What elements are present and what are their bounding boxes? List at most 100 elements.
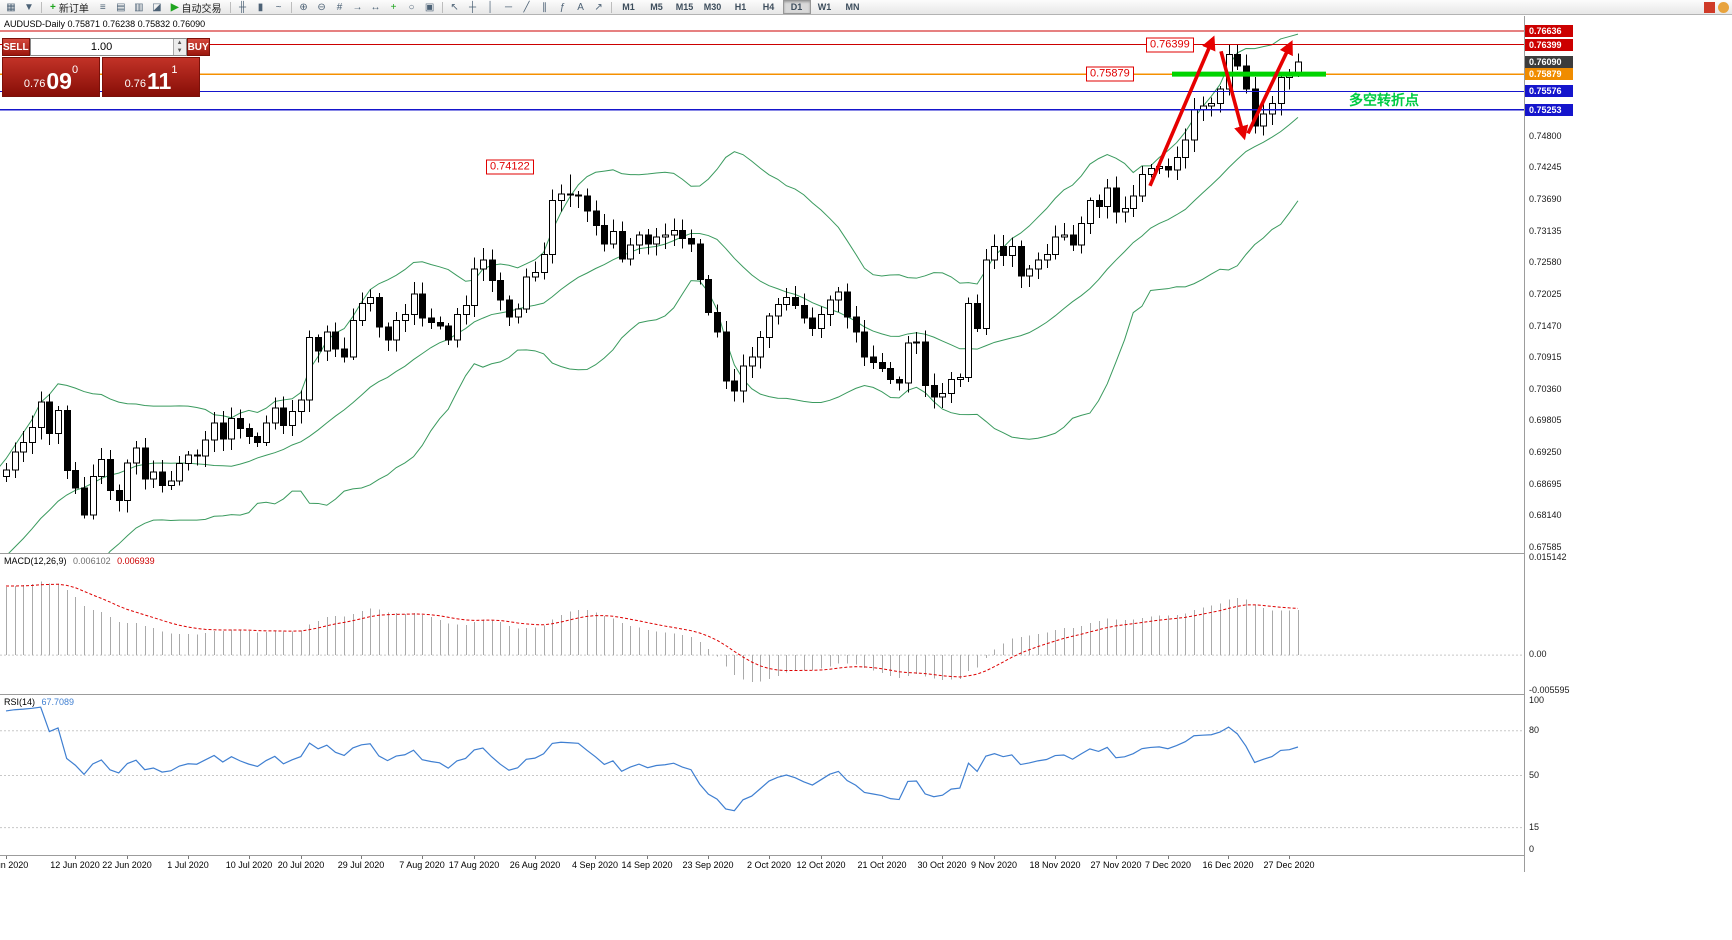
candle-body — [671, 229, 678, 236]
candle-body — [168, 480, 175, 487]
autotrading-button[interactable]: ▶ 自动交易 — [166, 1, 227, 15]
zoom-in-icon[interactable]: ⊕ — [295, 1, 313, 14]
buy-button[interactable]: BUY — [186, 38, 210, 56]
trade-panel-prices: 0.76 09 0 0.76 11 1 — [2, 57, 200, 97]
alert-icon[interactable] — [1704, 2, 1715, 13]
trend-arrow-2[interactable] — [1219, 50, 1249, 141]
rsi-panel[interactable] — [0, 694, 1524, 855]
chart-text-annotation[interactable]: 多空转折点 — [1349, 92, 1419, 108]
lot-size-input[interactable] — [30, 39, 173, 55]
date-tick — [474, 856, 475, 859]
one-click-trading-panel: SELL ▲ ▼ BUY 0.76 09 0 0.76 11 1 — [2, 38, 210, 97]
timeframe-m1-button[interactable]: M1 — [622, 2, 635, 12]
price-callout-0.74122[interactable]: 0.74122 — [486, 159, 534, 175]
timeframe-mn-button[interactable]: MN — [845, 2, 860, 12]
date-tick — [647, 856, 648, 859]
price-axis[interactable]: 0.74800 0.74245 0.73690 0.73135 0.72580 0.720… — [1524, 16, 1732, 872]
candle-body — [731, 380, 738, 392]
candle-body — [853, 316, 860, 333]
candle-body — [922, 341, 929, 386]
timeframe-m30-button[interactable]: M30 — [703, 2, 722, 12]
date-tick — [361, 856, 362, 859]
date-tick — [1228, 856, 1229, 859]
candle-body — [64, 409, 71, 471]
candle-body — [1018, 245, 1025, 277]
trendline-icon[interactable]: ╱ — [518, 1, 536, 14]
cursor-icon[interactable]: ↖ — [446, 1, 464, 14]
price-tag-0.76399: 0.76399 — [1525, 38, 1573, 51]
new-chart-icon[interactable]: ▦ — [2, 1, 20, 14]
indicators-icon[interactable]: + — [385, 1, 403, 14]
chart-shift-icon[interactable]: ↔ — [367, 1, 385, 14]
sell-button[interactable]: SELL — [2, 38, 30, 56]
data-window-icon[interactable]: ▤ — [112, 1, 130, 14]
grid-icon[interactable]: # — [331, 1, 349, 14]
horizontal-line-icon[interactable]: ─ — [500, 1, 518, 14]
date-label: 22 Jun 2020 — [102, 860, 152, 870]
candle-body — [463, 305, 470, 316]
timeframe-w1-button[interactable]: W1 — [817, 2, 832, 12]
date-tick — [595, 856, 596, 859]
candle-body — [939, 392, 946, 398]
date-label: 27 Nov 2020 — [1090, 860, 1142, 870]
terminal-icon[interactable]: ◪ — [148, 1, 166, 14]
bar-chart-icon[interactable]: ╫ — [234, 1, 252, 14]
timeframe-h1-button[interactable]: H1 — [734, 2, 747, 12]
toolbar: ▦ ▼ + 新订单 ≡ ▤ ▥ ◪ ▶ 自动交易 ╫ ▮ ~ ⊕ ⊖ # → ↔ + ○ ▣ ↖ ┼ │ ─ ╱ ∥ ƒ A ↗ M1 M5 M… — [0, 0, 1732, 15]
timeframe-h4-button[interactable]: H4 — [762, 2, 775, 12]
channel-icon: ∥ — [542, 1, 548, 13]
candle-body — [150, 471, 157, 480]
candlestick-chart-icon: ▮ — [257, 1, 264, 13]
date-tick — [769, 856, 770, 859]
timeframe-m15-button[interactable]: M15 — [675, 2, 694, 12]
arrows-icon[interactable]: ↗ — [590, 1, 608, 14]
timeframe-m5-button[interactable]: M5 — [650, 2, 663, 12]
fibonacci-icon[interactable]: ƒ — [554, 1, 572, 14]
line-chart-icon[interactable]: ~ — [270, 1, 288, 14]
price-chart[interactable] — [0, 16, 1524, 553]
bid-price-small: 0.76 — [23, 78, 46, 90]
candle-body — [1009, 245, 1016, 256]
lot-decrement-icon[interactable]: ▼ — [173, 47, 186, 55]
profiles-icon[interactable]: ▼ — [20, 1, 38, 14]
candle-body — [965, 302, 972, 378]
lot-spinner: ▲ ▼ — [172, 39, 186, 55]
macd-panel[interactable] — [0, 553, 1524, 694]
trend-arrow-3[interactable] — [1246, 40, 1293, 135]
ask-price-button[interactable]: 0.76 11 1 — [102, 57, 200, 97]
zoom-out-icon[interactable]: ⊖ — [313, 1, 331, 14]
market-watch-icon[interactable]: ≡ — [94, 1, 112, 14]
text-icon[interactable]: A — [572, 1, 590, 14]
templates-icon[interactable]: ▣ — [421, 1, 439, 14]
new-order-button[interactable]: + 新订单 — [45, 1, 94, 15]
channel-icon[interactable]: ∥ — [536, 1, 554, 14]
toolbar-separator — [290, 1, 292, 13]
price-callout-0.76399[interactable]: 0.76399 — [1146, 37, 1194, 52]
date-tick — [249, 856, 250, 859]
trend-arrow-1[interactable] — [1148, 35, 1216, 187]
candle-body — [419, 293, 426, 319]
vertical-line-icon[interactable]: │ — [482, 1, 500, 14]
bid-price-button[interactable]: 0.76 09 0 — [2, 57, 100, 97]
candlestick-chart-icon[interactable]: ▮ — [252, 1, 270, 14]
navigator-icon[interactable]: ▥ — [130, 1, 148, 14]
candle-body — [1200, 105, 1207, 110]
date-tick — [188, 856, 189, 859]
crosshair-icon[interactable]: ┼ — [464, 1, 482, 14]
price-callout-0.75879[interactable]: 0.75879 — [1086, 66, 1134, 82]
bar-chart-icon: ╫ — [239, 1, 247, 13]
date-label: 26 Aug 2020 — [509, 860, 561, 870]
periods-icon[interactable]: ○ — [403, 1, 421, 14]
chart-shift-icon: ↔ — [370, 1, 381, 13]
bollinger-bands[interactable] — [0, 33, 1299, 553]
auto-scroll-icon[interactable]: → — [349, 1, 367, 14]
price-tick: 0.70360 — [1529, 383, 1562, 394]
timeframe-d1-button[interactable]: D1 — [782, 0, 811, 14]
date-tick — [75, 856, 76, 859]
candle-body — [246, 428, 253, 438]
notification-icon[interactable] — [1718, 2, 1729, 13]
candle-body — [367, 297, 374, 304]
lot-increment-icon[interactable]: ▲ — [173, 39, 186, 47]
